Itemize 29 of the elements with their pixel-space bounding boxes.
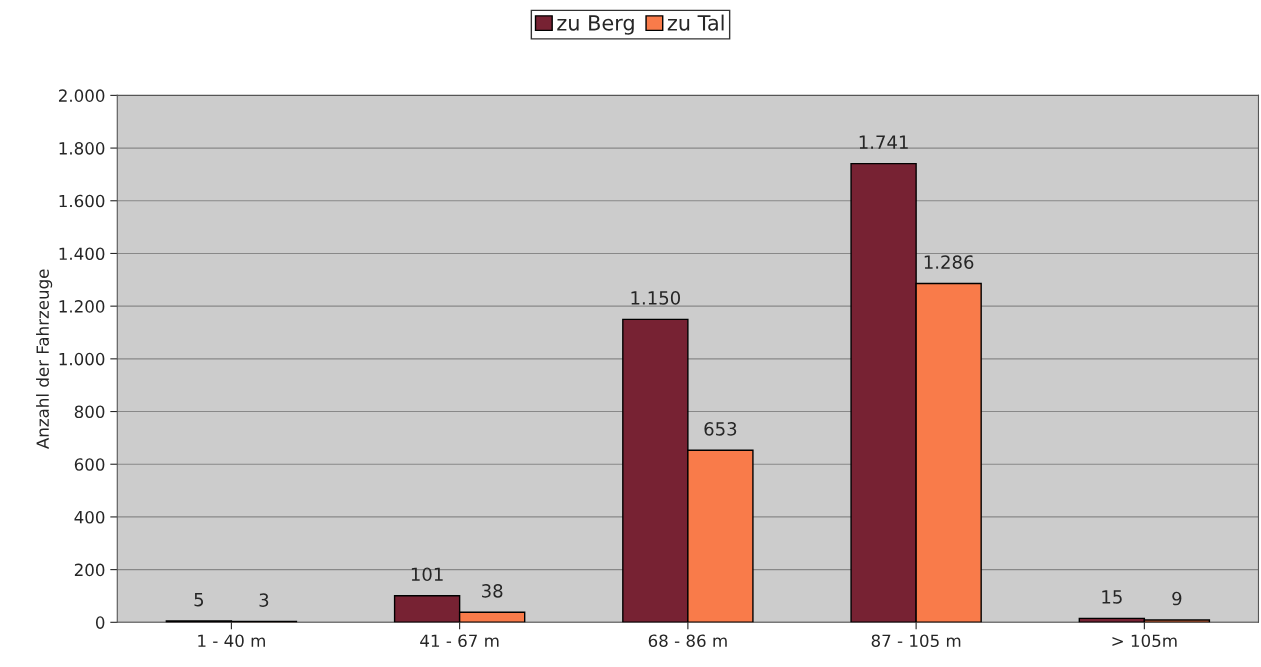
- data-label: 5: [194, 592, 204, 607]
- data-label: 101: [411, 567, 443, 582]
- y-tick-label: 1.800: [59, 142, 105, 155]
- y-tick-label: 600: [74, 458, 105, 471]
- x-tick-label: 41 - 67 m: [420, 634, 499, 648]
- y-tick-label: 400: [74, 510, 105, 524]
- data-label: 653: [704, 422, 737, 436]
- data-label: 1.150: [631, 291, 680, 305]
- y-tick-label: 2.000: [58, 89, 105, 102]
- y-tick-label: 1.200: [59, 300, 105, 313]
- x-tick-label: > 105m: [1112, 634, 1177, 648]
- legend-label: zu Berg: [557, 15, 634, 35]
- data-label: 1.286: [924, 255, 974, 269]
- data-label: 3: [259, 593, 269, 607]
- x-tick-label: 68 - 86 m: [648, 634, 727, 648]
- legend-label: zu Tal: [667, 14, 724, 31]
- data-label: 38: [482, 584, 503, 598]
- data-label: 15: [1102, 590, 1122, 604]
- y-tick-label: 800: [74, 405, 105, 419]
- y-tick-label: 1.400: [59, 247, 105, 261]
- data-label: 1.741: [859, 135, 908, 149]
- y-tick-label: 200: [74, 563, 105, 577]
- y-axis-title: Anzahl der Fahrzeuge: [36, 269, 53, 449]
- y-tick-label: 0: [95, 616, 105, 629]
- x-tick-label: 1 - 40 m: [198, 634, 265, 648]
- data-label: 9: [1172, 591, 1182, 606]
- y-tick-label: 1.600: [59, 194, 105, 208]
- y-tick-label: 1.000: [59, 352, 105, 366]
- x-tick-label: 87 - 105 m: [871, 634, 961, 648]
